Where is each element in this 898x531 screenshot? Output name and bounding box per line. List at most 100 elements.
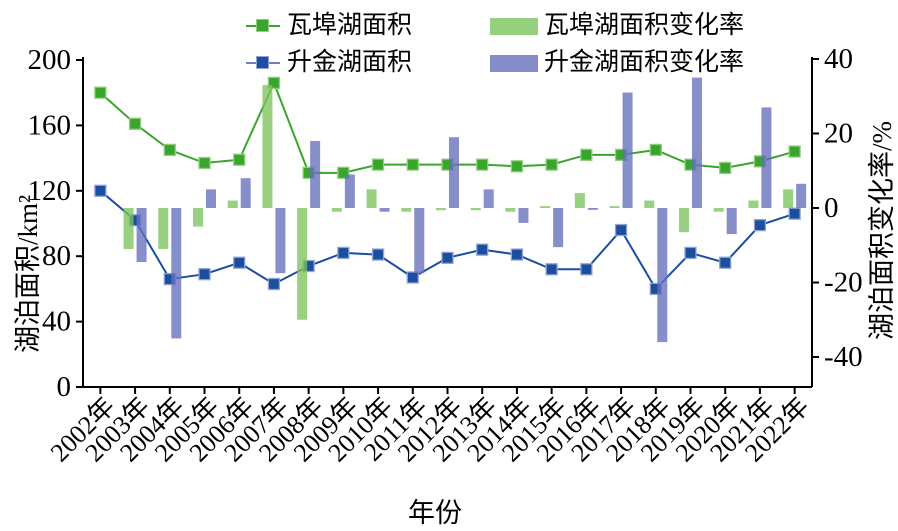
svg-text:-40: -40 [824,341,863,373]
marker-瓦埠湖面积 [719,161,732,175]
legend-bar-swatch-green-icon [490,17,538,35]
bar-瓦埠湖面积变化率 [644,200,655,208]
legend-line-swatch-green-icon [246,18,280,34]
bar-升金湖面积变化率 [171,208,182,339]
svg-text:200: 200 [28,44,72,76]
bar-升金湖面积变化率 [206,189,216,208]
bar-升金湖面积变化率 [692,77,702,208]
right-axis-title: 湖泊面积变化率/% [867,121,897,340]
bar-升金湖面积变化率 [657,208,668,343]
bar-瓦埠湖面积变化率 [123,208,134,249]
bar-瓦埠湖面积变化率 [193,208,203,227]
marker-升金湖面积 [337,246,350,260]
svg-text:40: 40 [42,306,71,338]
bar-升金湖面积变化率 [449,137,459,208]
marker-瓦埠湖面积 [476,158,489,171]
marker-瓦埠湖面积 [580,148,593,161]
svg-text:20: 20 [824,118,853,150]
bar-瓦埠湖面积变化率 [783,189,794,208]
legend-item-shengjin-rate: 升金湖面积变化率 [490,49,744,77]
marker-瓦埠湖面积 [545,158,558,171]
marker-升金湖面积 [614,223,628,237]
bar-瓦埠湖面积变化率 [331,208,342,212]
marker-瓦埠湖面积 [510,160,524,173]
bar-瓦埠湖面积变化率 [540,206,551,208]
legend-label: 瓦埠湖面积变化率 [544,12,745,39]
svg-text:40: 40 [824,43,853,75]
bar-升金湖面积变化率 [726,208,737,235]
bar-升金湖面积变化率 [761,107,772,208]
bar-升金湖面积变化率 [553,208,564,248]
svg-text:120: 120 [28,175,72,207]
bar-升金湖面积变化率 [344,174,355,208]
legend-bar-swatch-blue-icon [490,54,538,72]
legend-item-wabu-rate: 瓦埠湖面积变化率 [490,12,744,40]
legend-label: 升金湖面积 [287,49,413,76]
marker-升金湖面积 [510,248,524,261]
marker-升金湖面积 [406,271,419,284]
bar-瓦埠湖面积变化率 [262,85,273,208]
marker-升金湖面积 [233,256,246,269]
bar-瓦埠湖面积变化率 [366,189,377,208]
legend-item-wabu-area: 瓦埠湖面积 [246,12,412,40]
bar-瓦埠湖面积变化率 [748,200,759,208]
bar-瓦埠湖面积变化率 [574,193,585,208]
marker-瓦埠湖面积 [163,143,176,157]
legend-line-swatch-blue-icon [246,55,280,71]
bar-升金湖面积变化率 [587,208,598,210]
bar-瓦埠湖面积变化率 [297,208,308,320]
x-axis-title: 年份 [408,498,462,528]
bar-升金湖面积变化率 [275,208,286,274]
marker-瓦埠湖面积 [337,166,350,179]
bar-升金湖面积变化率 [240,178,251,208]
marker-瓦埠湖面积 [128,117,142,130]
bar-瓦埠湖面积变化率 [227,200,238,208]
svg-text:0: 0 [824,192,839,224]
marker-瓦埠湖面积 [788,145,801,158]
bar-瓦埠湖面积变化率 [436,208,446,211]
svg-text:0: 0 [57,371,72,403]
bar-升金湖面积变化率 [518,208,529,223]
marker-瓦埠湖面积 [198,156,211,170]
bar-瓦埠湖面积变化率 [401,208,412,212]
bar-瓦埠湖面积变化率 [609,206,620,208]
bar-series [123,77,807,343]
marker-升金湖面积 [94,184,107,197]
bar-瓦埠湖面积变化率 [713,208,724,212]
marker-升金湖面积 [753,218,767,232]
marker-升金湖面积 [371,248,385,261]
svg-text:-20: -20 [824,267,863,299]
marker-瓦埠湖面积 [406,158,419,171]
marker-升金湖面积 [441,251,454,264]
bar-瓦埠湖面积变化率 [505,208,516,212]
marker-升金湖面积 [198,268,211,281]
marker-升金湖面积 [476,243,489,256]
svg-text:80: 80 [42,240,71,272]
bar-升金湖面积变化率 [414,208,425,274]
marker-瓦埠湖面积 [649,143,662,157]
marker-升金湖面积 [788,207,801,220]
axes [76,57,819,394]
line-series [94,76,801,296]
marker-升金湖面积 [267,277,281,291]
marker-瓦埠湖面积 [267,76,281,90]
legend-label: 升金湖面积变化率 [544,49,745,76]
bar-升金湖面积变化率 [483,189,494,208]
marker-瓦埠湖面积 [233,153,246,166]
bar-瓦埠湖面积变化率 [470,208,481,211]
bar-升金湖面积变化率 [622,92,633,208]
bar-升金湖面积变化率 [796,183,807,208]
marker-瓦埠湖面积 [371,158,385,171]
legend-item-shengjin-area: 升金湖面积 [246,49,412,77]
left-axis-title: 湖泊面积/km² [13,194,43,353]
marker-升金湖面积 [545,263,558,276]
bar-瓦埠湖面积变化率 [679,208,689,233]
bar-升金湖面积变化率 [379,208,390,212]
svg-text:160: 160 [28,109,72,141]
bar-升金湖面积变化率 [136,208,147,263]
marker-瓦埠湖面积 [94,86,107,99]
bar-升金湖面积变化率 [310,140,321,208]
marker-升金湖面积 [684,246,697,260]
